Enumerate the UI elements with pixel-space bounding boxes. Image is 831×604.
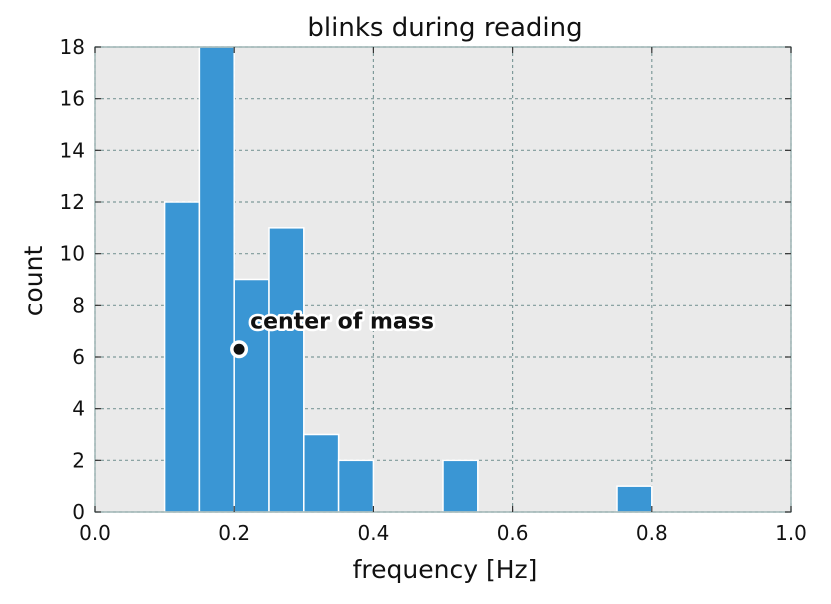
histogram-bar bbox=[268, 227, 305, 513]
y-tick-label: 8 bbox=[72, 293, 85, 317]
histogram-bar bbox=[163, 201, 201, 513]
x-tick-label: 0.4 bbox=[357, 521, 389, 545]
histogram-bar bbox=[198, 46, 235, 513]
y-axis-label: count bbox=[19, 246, 48, 317]
y-tick-label: 0 bbox=[72, 500, 85, 524]
x-axis-label: frequency [Hz] bbox=[353, 555, 538, 584]
x-tick-label: 0.0 bbox=[79, 521, 111, 545]
y-tick-label: 14 bbox=[60, 138, 85, 162]
histogram-bar bbox=[303, 433, 340, 513]
center-of-mass-label: center of mass bbox=[250, 309, 434, 334]
center-of-mass-marker bbox=[233, 343, 245, 355]
x-tick-label: 0.8 bbox=[636, 521, 668, 545]
y-tick-label: 18 bbox=[60, 35, 85, 59]
chart-title: blinks during reading bbox=[307, 13, 582, 43]
histogram-bar bbox=[442, 459, 479, 513]
y-tick-label: 10 bbox=[60, 242, 85, 266]
axis-ticks: 0.0 0.2 0.4 0.6 0.8 1.0 0 2 4 6 8 10 12 14 16 18 bbox=[60, 35, 807, 545]
plot-frame bbox=[94, 46, 792, 513]
x-tick-label: 0.2 bbox=[218, 521, 250, 545]
x-tick-label: 1.0 bbox=[775, 521, 807, 545]
histogram-bar bbox=[337, 459, 375, 513]
y-tick-label: 2 bbox=[72, 448, 85, 472]
x-tick-label: 0.6 bbox=[497, 521, 529, 545]
y-tick-label: 12 bbox=[60, 190, 85, 214]
y-tick-label: 16 bbox=[60, 87, 85, 111]
annotation-group: center of mass bbox=[230, 307, 436, 359]
y-tick-label: 6 bbox=[72, 345, 85, 369]
y-tick-label: 4 bbox=[72, 397, 85, 421]
histogram-bar bbox=[616, 485, 653, 513]
